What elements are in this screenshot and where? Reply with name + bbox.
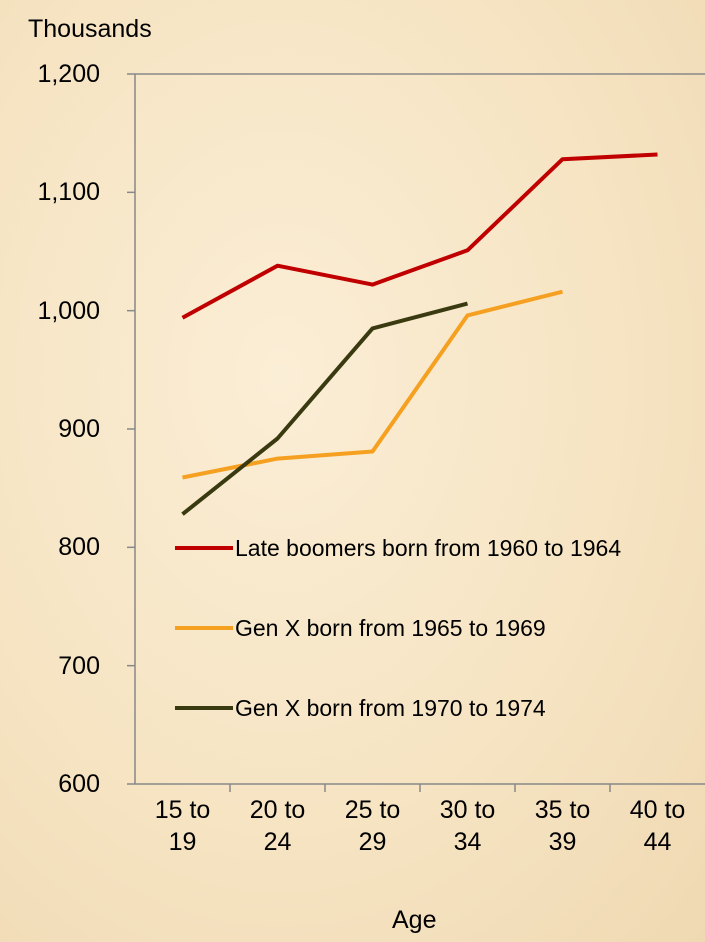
x-tick-label: 25 to 29 — [344, 796, 401, 856]
series-line — [181, 152, 658, 320]
legend-label: Gen X born from 1965 to 1969 — [235, 615, 546, 641]
y-tick-label: 1,200 — [37, 60, 100, 88]
legend-label: Gen X born from 1970 to 1974 — [235, 695, 546, 721]
x-tick-label: 20 to 24 — [249, 796, 306, 856]
y-tick-label: 700 — [58, 651, 100, 680]
legend-label: Late boomers born from 1960 to 1964 — [235, 535, 622, 561]
x-tick-label: 40 to 44 — [629, 796, 686, 856]
x-axis-title: Age — [392, 906, 437, 934]
x-tick-label: 15 to 19 — [154, 796, 211, 856]
y-axis-title: Thousands — [28, 15, 152, 43]
y-tick-label: 600 — [58, 770, 100, 798]
series-line — [182, 289, 563, 480]
y-tick-label: 1,100 — [37, 178, 100, 207]
series-line — [181, 301, 469, 516]
y-tick-label: 800 — [58, 533, 100, 562]
y-tick-label: 900 — [58, 415, 100, 443]
x-tick-label: 35 to 39 — [534, 796, 591, 856]
y-tick-label: 1,000 — [37, 296, 100, 325]
x-tick-label: 30 to 34 — [439, 796, 496, 856]
